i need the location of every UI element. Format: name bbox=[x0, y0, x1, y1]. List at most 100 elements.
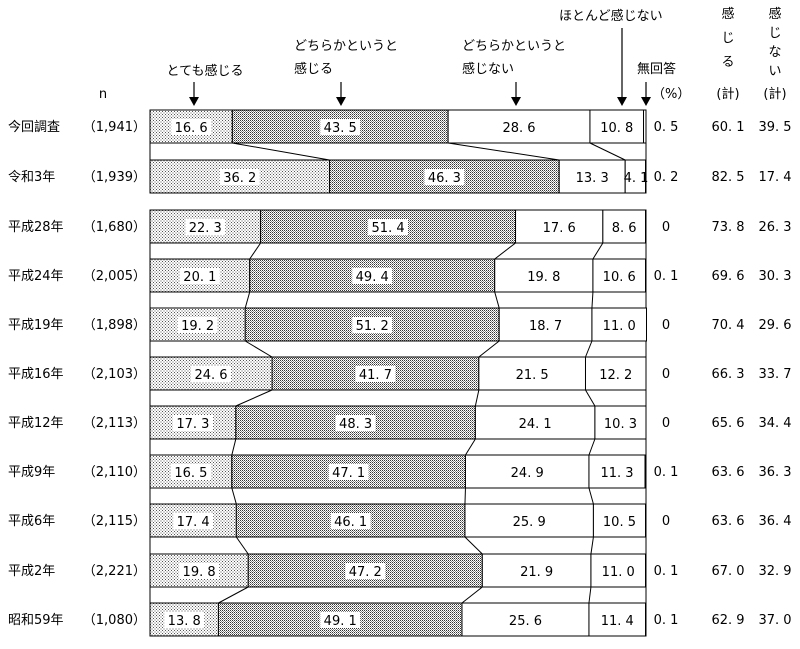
no-answer-value: 0 bbox=[662, 318, 670, 333]
legend-label-somewhat-not-line2: 感じない bbox=[462, 61, 514, 77]
header-feel-char3: る bbox=[721, 55, 734, 70]
bar-segment bbox=[590, 553, 647, 588]
not-feel-total-value: 36. 4 bbox=[758, 514, 791, 529]
data-label: 46. 1 bbox=[334, 515, 367, 530]
no-answer-value: 0. 1 bbox=[654, 465, 679, 480]
data-label: 51. 4 bbox=[372, 221, 405, 236]
bar-segment-no-answer bbox=[645, 553, 647, 588]
data-label: 11. 3 bbox=[600, 466, 633, 481]
data-label: 8. 6 bbox=[612, 221, 637, 236]
connector-line bbox=[464, 487, 466, 505]
header-notfeel-kei: (計) bbox=[763, 86, 786, 102]
connector-line bbox=[244, 291, 251, 309]
feel-total-value: 70. 4 bbox=[711, 318, 744, 333]
connector-line bbox=[464, 536, 483, 555]
bar-segment bbox=[498, 307, 593, 342]
header-notfeel-char1: 感 bbox=[768, 6, 781, 22]
category-label: 昭和59年 bbox=[8, 613, 64, 628]
data-label: 20. 1 bbox=[183, 270, 216, 285]
data-label: 10. 8 bbox=[600, 121, 633, 136]
data-label: 16. 6 bbox=[175, 121, 208, 136]
no-answer-value: 0. 1 bbox=[654, 564, 679, 579]
no-answer-value: 0. 1 bbox=[654, 269, 679, 284]
bar-segment bbox=[464, 454, 590, 489]
data-label: 19. 8 bbox=[527, 270, 560, 285]
bar-segment-no-answer bbox=[645, 159, 647, 194]
not-feel-total-value: 29. 6 bbox=[758, 318, 791, 333]
data-label: 25. 9 bbox=[513, 515, 546, 530]
data-label: 11. 0 bbox=[603, 319, 636, 334]
data-label: 12. 2 bbox=[599, 368, 632, 383]
bar-segment bbox=[481, 553, 592, 588]
bar-segment bbox=[592, 258, 647, 293]
data-label-background bbox=[164, 612, 205, 628]
connector-line bbox=[465, 438, 476, 456]
data-label-background bbox=[330, 513, 371, 529]
category-label: 今回調査 bbox=[8, 119, 60, 135]
bar-row: 19. 8 47. 2 21. 9 11. 0 平成2年 （2,221） 0. 1 67. 0… bbox=[8, 553, 792, 588]
data-label: 11. 4 bbox=[601, 614, 634, 629]
data-label: 22. 3 bbox=[189, 221, 222, 236]
bar-row: 17. 4 46. 1 25. 9 10. 5 平成6年 （2,115） 0 63. 6 36.… bbox=[8, 503, 792, 538]
data-label-background bbox=[352, 317, 393, 333]
data-label: 25. 6 bbox=[509, 614, 542, 629]
category-label: 平成9年 bbox=[8, 465, 55, 480]
feel-total-value: 82. 5 bbox=[711, 170, 744, 185]
sample-size-label: （2,103） bbox=[83, 367, 146, 382]
data-label: 41. 7 bbox=[359, 368, 392, 383]
category-label: 平成24年 bbox=[8, 269, 64, 284]
data-label-background bbox=[173, 513, 214, 529]
sample-size-label: （2,005） bbox=[83, 269, 146, 284]
feel-total-value: 63. 6 bbox=[711, 514, 744, 529]
not-feel-total-value: 26. 3 bbox=[758, 220, 791, 235]
data-label-background bbox=[345, 563, 386, 579]
data-label-background bbox=[355, 366, 396, 382]
sample-size-label: （1,941） bbox=[83, 120, 146, 135]
category-label: 平成12年 bbox=[8, 416, 64, 431]
legend-label-somewhat-feel-line1: どちらかというと bbox=[294, 39, 398, 54]
no-answer-value: 0 bbox=[662, 416, 670, 431]
bar-row: 20. 1 49. 4 19. 8 10. 6 平成24年 （2,005） 0. 1 69. … bbox=[8, 258, 792, 293]
data-label: 28. 6 bbox=[502, 121, 535, 136]
data-label: 24. 1 bbox=[519, 417, 552, 432]
data-label: 43. 5 bbox=[324, 121, 357, 136]
connector-line bbox=[590, 536, 594, 555]
connector-line bbox=[231, 487, 237, 505]
bar-segment bbox=[558, 159, 626, 194]
category-label: 令和3年 bbox=[8, 170, 55, 185]
header-notfeel-char3: な bbox=[768, 45, 781, 60]
data-label: 48. 3 bbox=[339, 417, 372, 432]
arrowhead-no-answer bbox=[641, 97, 651, 106]
data-label-background bbox=[219, 169, 260, 185]
data-label: 17. 3 bbox=[176, 417, 209, 432]
no-answer-value: 0. 2 bbox=[654, 170, 679, 185]
bar-row: 19. 2 51. 2 18. 7 11. 0 平成19年 （1,898） 0 70. 4 29… bbox=[8, 307, 792, 342]
data-label: 17. 4 bbox=[177, 515, 210, 530]
legend-arrows bbox=[189, 28, 651, 106]
chart-header: とても感じる どちらかというと 感じる どちらかというと 感じない ほとんど感じ… bbox=[99, 6, 787, 106]
data-label: 46. 3 bbox=[428, 171, 461, 186]
data-label-background bbox=[320, 119, 361, 135]
no-answer-value: 0. 5 bbox=[654, 120, 679, 135]
not-feel-total-value: 34. 4 bbox=[758, 416, 791, 431]
bar-segment bbox=[461, 602, 590, 637]
connector-line bbox=[494, 242, 516, 260]
data-label-background bbox=[179, 563, 220, 579]
header-feel-char1: 感 bbox=[721, 6, 734, 22]
data-label: 21. 5 bbox=[516, 368, 549, 383]
sample-size-label: （2,221） bbox=[83, 564, 146, 579]
sample-size-label: （1,080） bbox=[83, 613, 146, 628]
connector-line bbox=[231, 438, 237, 456]
data-label-background bbox=[335, 415, 376, 431]
feel-total-value: 63. 6 bbox=[711, 465, 744, 480]
not-feel-total-value: 32. 9 bbox=[758, 564, 791, 579]
connector-line bbox=[589, 142, 626, 161]
data-label: 19. 2 bbox=[181, 319, 214, 334]
legend-label-no-answer: 無回答 bbox=[637, 61, 676, 77]
category-label: 平成6年 bbox=[8, 514, 55, 529]
data-label: 49. 1 bbox=[324, 614, 357, 629]
n-label: n bbox=[99, 87, 107, 102]
data-label: 18. 7 bbox=[529, 319, 562, 334]
data-label: 21. 9 bbox=[520, 565, 553, 580]
